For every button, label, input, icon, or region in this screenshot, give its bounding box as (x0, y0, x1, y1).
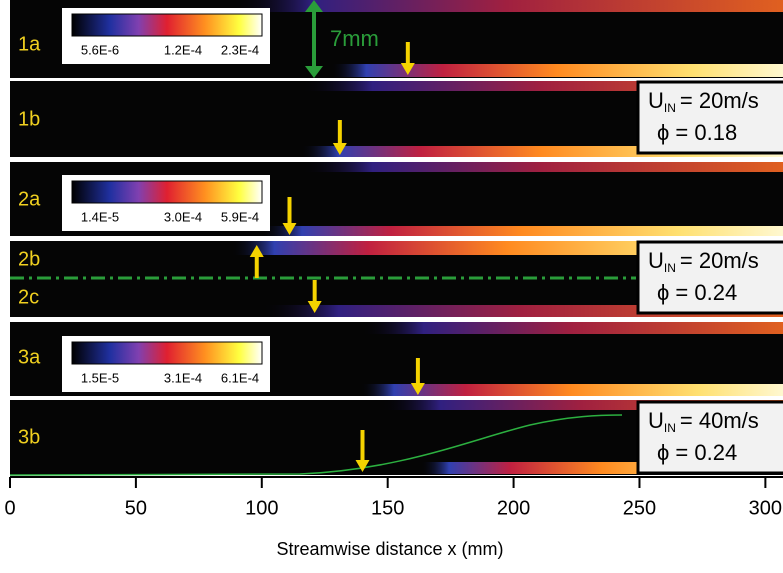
marker-arrow-head (410, 383, 425, 395)
panel-label: 2b (18, 248, 40, 270)
flame-band (230, 0, 783, 12)
x-tick-label: 50 (125, 497, 147, 519)
panel-label: 2c (18, 286, 39, 308)
velocity-subscript: IN (664, 421, 676, 435)
colorbar-label: 1.4E-5 (81, 209, 119, 224)
panel-background (10, 0, 783, 476)
marker-arrow-head (332, 143, 347, 155)
colorbar-label: 5.6E-6 (81, 42, 119, 57)
colorbar (71, 180, 263, 204)
flame-band (300, 81, 783, 91)
condition-phi: ϕ = 0.24 (657, 280, 737, 305)
x-tick-label: 0 (4, 497, 15, 519)
condition-phi: ϕ = 0.18 (657, 120, 737, 145)
scale-label: 7mm (330, 26, 379, 51)
velocity-subscript: IN (664, 261, 676, 275)
colorbar (71, 341, 263, 365)
colorbar-label: 1.2E-4 (164, 42, 202, 57)
colorbar-label: 3.0E-4 (164, 209, 202, 224)
condition-box (636, 80, 783, 155)
marker-arrow (400, 42, 415, 75)
marker-arrow-head (400, 63, 415, 75)
marker-arrow (332, 120, 347, 155)
condition-speed: UIN = 20m/s (648, 88, 759, 115)
marker-arrow (249, 245, 264, 278)
velocity-value: = 40m/s (680, 408, 759, 433)
condition-box (636, 240, 783, 315)
velocity-value: = 20m/s (680, 88, 759, 113)
panel-label: 1b (18, 108, 40, 130)
colorbar (71, 13, 263, 37)
x-tick-label: 150 (371, 497, 404, 519)
flame-band (260, 226, 783, 236)
x-tick-label: 300 (749, 497, 782, 519)
flame-band (300, 162, 783, 172)
velocity-value: = 20m/s (680, 248, 759, 273)
marker-arrow (355, 430, 370, 472)
velocity-symbol: U (648, 88, 664, 113)
condition-speed: UIN = 40m/s (648, 408, 759, 435)
panel-label: 1a (18, 33, 41, 55)
flame-band (360, 322, 783, 334)
marker-arrow-head (355, 460, 370, 472)
x-tick-label: 200 (497, 497, 530, 519)
marker-arrow (307, 280, 322, 313)
flame-band (300, 146, 783, 157)
overlay: 1a 1b 2a 2b 2c 3a 3b 5.6E-6 1.2E-4 2.3E-4 1.4E-5 3.… (9, 0, 783, 476)
panel-label: 3b (18, 426, 40, 448)
flame-band (380, 400, 783, 410)
marker-arrow-head (307, 301, 322, 313)
condition-box (636, 400, 783, 475)
velocity-symbol: U (648, 248, 664, 273)
marker-arrow (410, 358, 425, 395)
x-axis-label: Streamwise distance x (mm) (276, 539, 503, 559)
marker-arrow-head (282, 223, 297, 235)
panel-label: 2a (18, 188, 41, 210)
colorbar-label: 1.5E-5 (81, 370, 119, 385)
condition-speed: UIN = 20m/s (648, 248, 759, 275)
condition-phi: ϕ = 0.24 (657, 440, 737, 465)
flame-band (330, 64, 783, 77)
flame-band (360, 384, 783, 396)
profile-curve (9, 414, 623, 476)
colorbar-label: 5.9E-4 (221, 209, 259, 224)
velocity-symbol: U (648, 408, 664, 433)
colorbar-label: 3.1E-4 (164, 370, 202, 385)
velocity-subscript: IN (664, 101, 676, 115)
x-tick-label: 250 (623, 497, 656, 519)
panel-label: 3a (18, 346, 41, 368)
marker-arrow (282, 197, 297, 235)
marker-arrow-head (249, 245, 264, 257)
colorbar-label: 2.3E-4 (221, 42, 259, 57)
colorbar-label: 6.1E-4 (221, 370, 259, 385)
x-tick-label: 100 (245, 497, 278, 519)
